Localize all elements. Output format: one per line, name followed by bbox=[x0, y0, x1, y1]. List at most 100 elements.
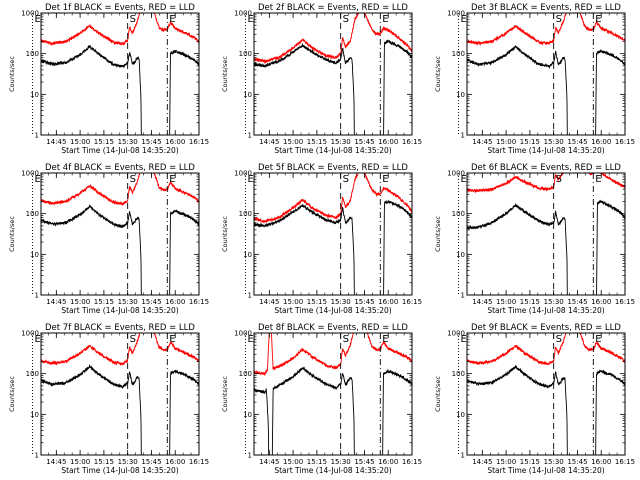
x-tick-label: 15:00 bbox=[70, 298, 90, 306]
y-tick-label: 10 bbox=[456, 91, 465, 99]
events-series-line bbox=[254, 366, 412, 455]
y-tick-label: 10 bbox=[30, 91, 39, 99]
x-tick-label: 16:15 bbox=[615, 458, 635, 466]
panel-curves bbox=[467, 173, 625, 295]
x-tick-label: 15:15 bbox=[94, 298, 114, 306]
marker-label: E bbox=[248, 14, 254, 25]
lld-series-line bbox=[467, 333, 625, 366]
x-tick-label: 15:30 bbox=[118, 458, 138, 466]
x-tick-label: 15:45 bbox=[354, 458, 374, 466]
x-axis-label: Start Time (14-Jul-08 14:35:20) bbox=[61, 466, 178, 475]
x-tick-label: 16:15 bbox=[402, 298, 422, 306]
x-tick-label: 14:45 bbox=[46, 458, 66, 466]
x-tick-label: 16:00 bbox=[591, 458, 611, 466]
panel-title: Det 9f BLACK = Events, RED = LLD bbox=[471, 323, 621, 333]
y-axis-label: Counts/sec bbox=[8, 216, 16, 252]
x-tick-label: 16:00 bbox=[591, 298, 611, 306]
x-tick-label: 14:45 bbox=[472, 298, 492, 306]
x-tick-label: 16:15 bbox=[189, 458, 209, 466]
lld-series-line bbox=[254, 333, 412, 376]
y-axis-label: Counts/sec bbox=[221, 56, 229, 92]
x-tick-label: 15:30 bbox=[544, 138, 564, 146]
x-tick-label: 16:00 bbox=[378, 458, 398, 466]
marker-label: S bbox=[343, 334, 349, 345]
x-tick-label: 14:45 bbox=[472, 458, 492, 466]
panel-curves bbox=[41, 13, 199, 135]
y-tick-label: 100 bbox=[26, 210, 39, 218]
marker-label: E bbox=[461, 174, 467, 185]
x-axis-label: Start Time (14-Jul-08 14:35:20) bbox=[274, 306, 391, 315]
x-tick-label: 15:00 bbox=[283, 298, 303, 306]
marker-label: S bbox=[130, 174, 136, 185]
marker-label: E bbox=[461, 334, 467, 345]
x-tick-label: 15:15 bbox=[520, 458, 540, 466]
y-tick-label: 10 bbox=[243, 91, 252, 99]
panel-title: Det 6f BLACK = Events, RED = LLD bbox=[471, 163, 621, 173]
panel-title: Det 1f BLACK = Events, RED = LLD bbox=[45, 3, 195, 13]
x-tick-label: 15:00 bbox=[283, 138, 303, 146]
x-axis-label: Start Time (14-Jul-08 14:35:20) bbox=[61, 146, 178, 155]
marker-label: E bbox=[169, 174, 175, 185]
y-tick-label: 1 bbox=[35, 132, 39, 140]
lld-series-line bbox=[41, 13, 199, 47]
panel-curves bbox=[41, 333, 199, 455]
marker-label: E bbox=[382, 334, 388, 345]
x-tick-label: 15:00 bbox=[70, 138, 90, 146]
panel-curves bbox=[254, 173, 412, 295]
y-axis-label: Counts/sec bbox=[434, 216, 442, 252]
x-tick-label: 15:00 bbox=[496, 458, 516, 466]
x-tick-label: 16:15 bbox=[615, 138, 635, 146]
marker-label: S bbox=[556, 334, 562, 345]
panel-title: Det 5f BLACK = Events, RED = LLD bbox=[258, 163, 408, 173]
y-tick-label: 1 bbox=[461, 452, 465, 460]
events-series-line bbox=[467, 45, 625, 135]
marker-label: E bbox=[461, 14, 467, 25]
marker-label: E bbox=[35, 14, 41, 25]
x-tick-label: 15:15 bbox=[520, 138, 540, 146]
x-tick-label: 15:00 bbox=[70, 458, 90, 466]
y-tick-label: 1000 bbox=[447, 170, 465, 178]
marker-label: E bbox=[382, 174, 388, 185]
x-tick-label: 14:45 bbox=[259, 458, 279, 466]
lld-series-line bbox=[254, 173, 412, 224]
x-tick-label: 14:45 bbox=[472, 138, 492, 146]
marker-label: E bbox=[248, 174, 254, 185]
y-tick-label: 1000 bbox=[234, 330, 252, 338]
y-axis-label: Counts/sec bbox=[221, 216, 229, 252]
y-tick-label: 100 bbox=[26, 50, 39, 58]
plot-frame bbox=[466, 12, 626, 136]
x-tick-label: 16:15 bbox=[402, 138, 422, 146]
x-tick-label: 15:45 bbox=[354, 298, 374, 306]
panel-title: Det 7f BLACK = Events, RED = LLD bbox=[45, 323, 195, 333]
panel-curves bbox=[467, 13, 625, 135]
y-tick-label: 100 bbox=[452, 210, 465, 218]
y-tick-label: 1000 bbox=[447, 330, 465, 338]
panel-title: Det 8f BLACK = Events, RED = LLD bbox=[258, 323, 408, 333]
y-tick-label: 100 bbox=[239, 50, 252, 58]
x-tick-label: 15:45 bbox=[567, 458, 587, 466]
x-tick-label: 15:30 bbox=[118, 138, 138, 146]
x-axis-label: Start Time (14-Jul-08 14:35:20) bbox=[487, 146, 604, 155]
y-tick-label: 1000 bbox=[21, 10, 39, 18]
marker-label: S bbox=[343, 174, 349, 185]
events-series-line bbox=[41, 203, 199, 295]
y-axis-label: Counts/sec bbox=[434, 56, 442, 92]
x-tick-label: 16:15 bbox=[402, 458, 422, 466]
marker-label: E bbox=[595, 14, 601, 25]
marker-label: E bbox=[169, 14, 175, 25]
plot-frame bbox=[40, 332, 200, 456]
plot-frame bbox=[253, 332, 413, 456]
marker-label: S bbox=[556, 14, 562, 25]
events-series-line bbox=[467, 199, 625, 295]
x-tick-label: 15:30 bbox=[544, 298, 564, 306]
x-tick-label: 15:45 bbox=[141, 138, 161, 146]
panel-curves bbox=[41, 173, 199, 295]
x-tick-label: 15:00 bbox=[283, 458, 303, 466]
plot-frame bbox=[40, 172, 200, 296]
events-series-line bbox=[254, 39, 412, 135]
y-tick-label: 1000 bbox=[21, 170, 39, 178]
y-tick-label: 100 bbox=[239, 210, 252, 218]
